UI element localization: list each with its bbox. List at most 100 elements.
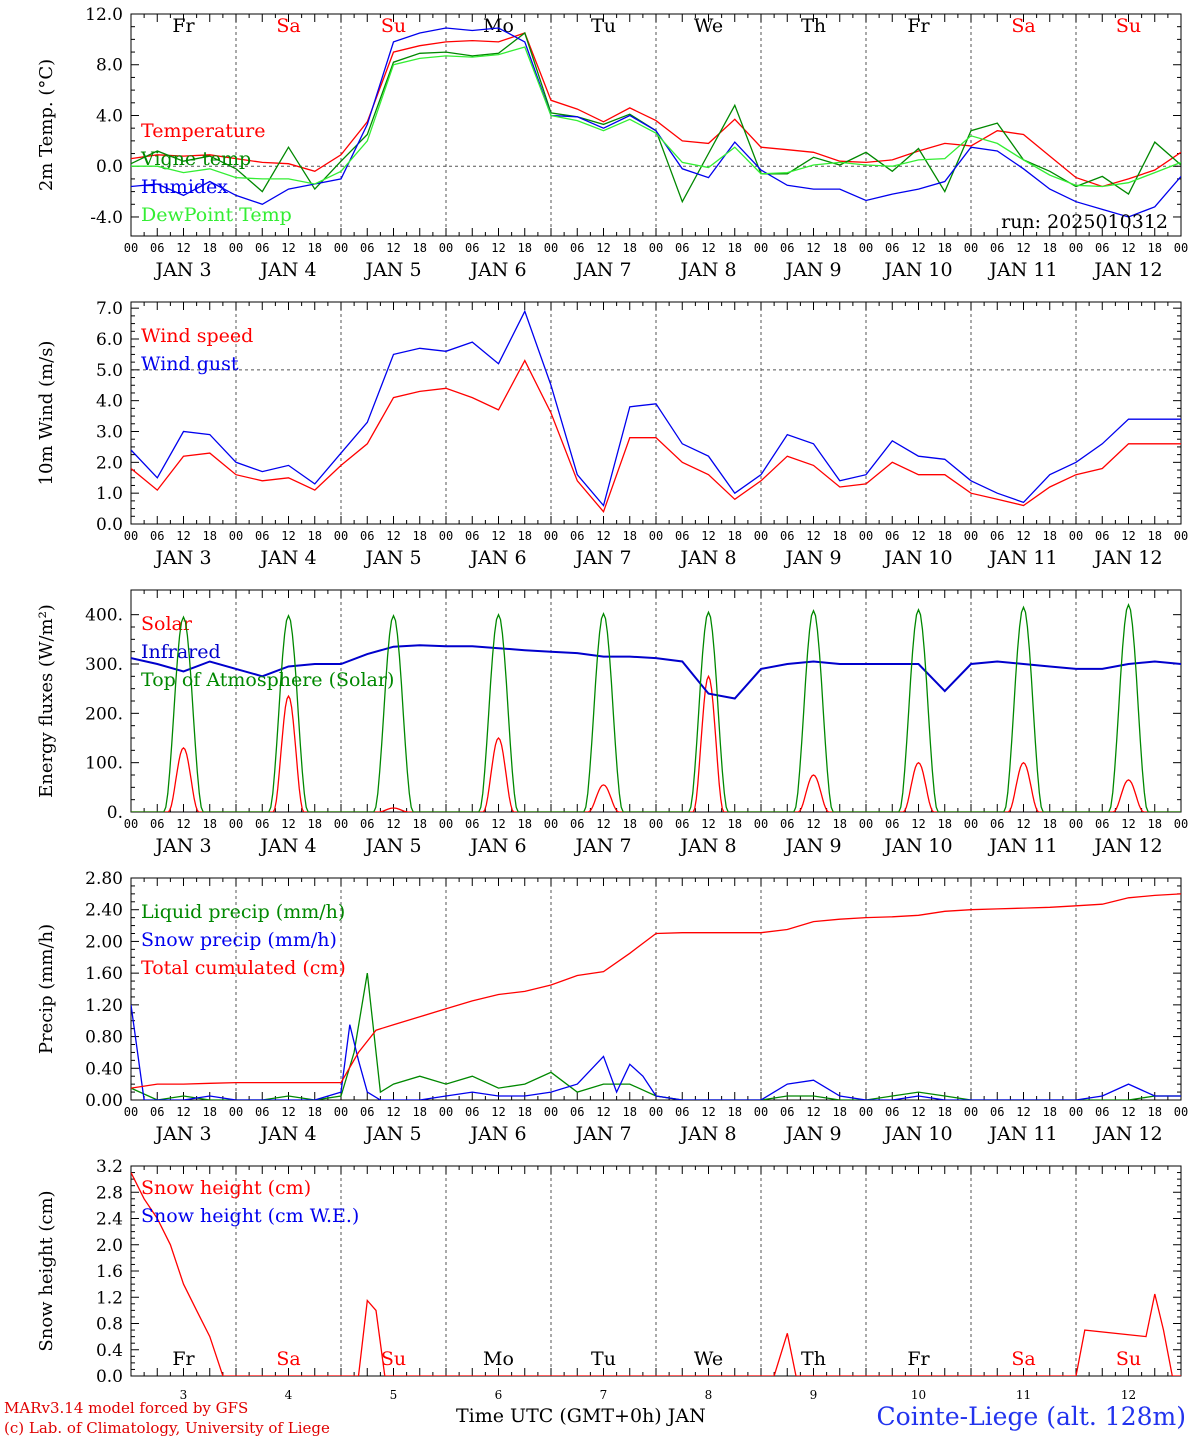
x-hour-label: 00 (1174, 817, 1188, 831)
x-hour-label: 12 (281, 241, 295, 255)
legend-entry: Infrared (141, 641, 221, 663)
x-hour-label: 12 (911, 241, 925, 255)
x-date-label: JAN 6 (468, 835, 526, 857)
x-hour-label: 12 (491, 1105, 505, 1119)
x-hour-label: 00 (1174, 529, 1188, 543)
x-hour-label: 00 (1069, 241, 1083, 255)
x-hour-label: 06 (255, 817, 269, 831)
y-tick-label: 8.0 (96, 56, 123, 76)
y-tick-label: 3.2 (96, 1157, 123, 1177)
x-hour-label: 18 (1043, 1105, 1057, 1119)
x-date-label: JAN 8 (678, 1123, 736, 1145)
y-axis-label: Energy fluxes (W/m²) (36, 604, 57, 798)
station-name: Cointe-Liege (alt. 128m) (876, 1402, 1186, 1431)
x-hour-label: 06 (150, 1105, 164, 1119)
x-hour-label: 12 (701, 817, 715, 831)
x-hour-label: 06 (675, 817, 689, 831)
x-hour-label: 12 (176, 241, 190, 255)
footer-credits: MARv3.14 model forced by GFS (c) Lab. of… (4, 1398, 330, 1438)
x-day-number: 9 (810, 1388, 818, 1402)
x-hour-label: 18 (308, 529, 322, 543)
x-hour-label: 00 (124, 1105, 138, 1119)
weekday-label: Sa (276, 1348, 300, 1370)
y-tick-label: 1.20 (85, 996, 123, 1016)
x-hour-label: 00 (544, 817, 558, 831)
x-hour-label: 00 (124, 817, 138, 831)
x-hour-label: 00 (1069, 817, 1083, 831)
legend-entry: Humidex (141, 176, 228, 198)
x-hour-label: 12 (1016, 1105, 1030, 1119)
x-hour-label: 00 (439, 817, 453, 831)
legend-entry: Top of Atmosphere (Solar) (141, 669, 394, 691)
x-hour-label: 18 (518, 817, 532, 831)
y-axis-label: Snow height (cm) (36, 1190, 57, 1351)
y-tick-label: 4.0 (96, 392, 123, 412)
x-date-label: JAN 3 (153, 547, 211, 569)
x-hour-label: 12 (1121, 817, 1135, 831)
weekday-label: Su (1116, 15, 1141, 37)
x-hour-label: 18 (203, 817, 217, 831)
x-date-label: JAN 11 (987, 259, 1057, 281)
x-hour-label: 00 (649, 817, 663, 831)
x-hour-label: 18 (413, 241, 427, 255)
weekday-label: Fr (172, 1348, 195, 1370)
x-hour-label: 18 (518, 241, 532, 255)
x-hour-label: 00 (754, 529, 768, 543)
legend-entry: Snow height (cm W.E.) (141, 1205, 359, 1227)
x-hour-label: 00 (334, 241, 348, 255)
x-hour-label: 06 (780, 1105, 794, 1119)
x-date-label: JAN 10 (882, 835, 952, 857)
weekday-label: Tu (591, 15, 616, 37)
x-day-number: 7 (600, 1388, 608, 1402)
x-hour-label: 12 (596, 1105, 610, 1119)
x-hour-label: 00 (1174, 1105, 1188, 1119)
x-hour-label: 00 (1069, 1105, 1083, 1119)
series-line-snow-height-cm- (131, 1172, 1181, 1376)
x-hour-label: 06 (885, 241, 899, 255)
x-hour-label: 18 (833, 1105, 847, 1119)
weekday-label: Fr (172, 15, 195, 37)
x-hour-label: 18 (308, 817, 322, 831)
x-hour-label: 06 (1095, 529, 1109, 543)
run-label: run: 2025010312 (1001, 211, 1168, 233)
x-hour-label: 06 (465, 1105, 479, 1119)
x-date-label: JAN 4 (258, 547, 316, 569)
legend-entry: DewPoint Temp (141, 204, 292, 226)
x-hour-label: 12 (701, 241, 715, 255)
y-tick-label: 2.4 (96, 1210, 123, 1230)
x-hour-label: 12 (911, 529, 925, 543)
x-hour-label: 06 (255, 529, 269, 543)
x-hour-label: 12 (596, 241, 610, 255)
x-hour-label: 12 (386, 529, 400, 543)
x-hour-label: 12 (806, 529, 820, 543)
y-tick-label: 0.0 (96, 1367, 123, 1387)
y-tick-label: 0.40 (85, 1059, 123, 1079)
x-hour-label: 06 (990, 817, 1004, 831)
x-hour-label: 18 (1148, 817, 1162, 831)
x-hour-label: 18 (203, 241, 217, 255)
x-hour-label: 18 (518, 529, 532, 543)
x-hour-label: 06 (570, 241, 584, 255)
x-hour-label: 06 (150, 817, 164, 831)
x-hour-label: 12 (281, 1105, 295, 1119)
x-date-label: JAN 5 (363, 835, 421, 857)
legend-entry: Solar (141, 613, 193, 635)
x-hour-label: 00 (859, 1105, 873, 1119)
x-date-label: JAN 8 (678, 259, 736, 281)
x-hour-label: 12 (806, 241, 820, 255)
x-hour-label: 00 (649, 529, 663, 543)
x-hour-label: 06 (885, 817, 899, 831)
weekday-label: Th (801, 15, 826, 37)
series-line-top-of-atmosphere-solar- (131, 603, 1181, 812)
x-hour-label: 06 (780, 817, 794, 831)
x-hour-label: 00 (439, 529, 453, 543)
x-hour-label: 00 (334, 817, 348, 831)
x-hour-label: 18 (308, 1105, 322, 1119)
x-hour-label: 06 (780, 529, 794, 543)
x-hour-label: 00 (754, 241, 768, 255)
y-tick-label: -4.0 (90, 208, 123, 228)
x-day-number: 8 (705, 1388, 713, 1402)
x-date-label: JAN 5 (363, 547, 421, 569)
x-hour-label: 06 (150, 529, 164, 543)
weekday-label: Mo (483, 1348, 514, 1370)
